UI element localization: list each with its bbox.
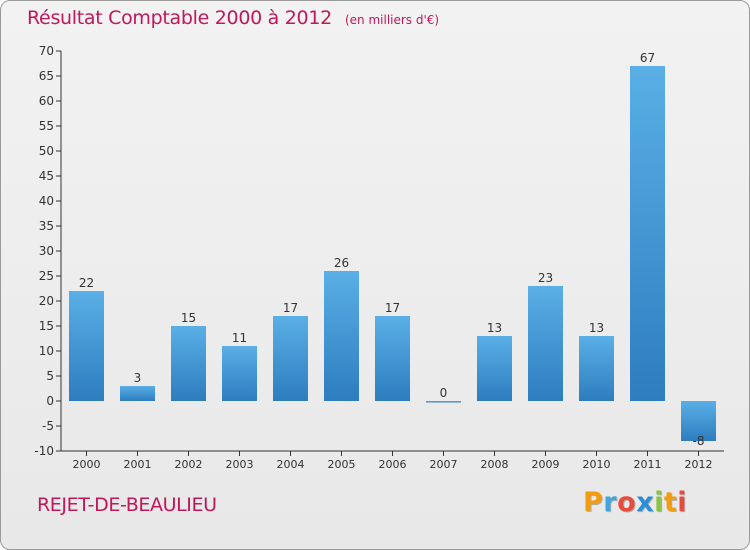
y-tick-label: 40 <box>39 194 54 208</box>
chart-title: Résultat Comptable 2000 à 2012 <box>27 7 332 29</box>
y-tick-label: 0 <box>46 394 54 408</box>
logo-letter: i <box>677 487 688 518</box>
data-label-2006: 17 <box>385 301 400 315</box>
bar-2008 <box>477 336 512 401</box>
logo-letter: t <box>663 487 678 518</box>
bar-2005 <box>324 271 359 401</box>
proxiti-logo: Proxiti <box>583 487 687 518</box>
chart-subtitle: (en milliers d'€) <box>344 13 440 27</box>
bar-2003 <box>222 346 257 401</box>
bar-2006 <box>375 316 410 401</box>
data-label-2011: 67 <box>640 51 655 65</box>
y-tick-label: 45 <box>39 169 54 183</box>
bar-2009 <box>528 286 563 401</box>
x-tick-label: 2002 <box>175 458 203 471</box>
y-tick-label: 10 <box>39 344 54 358</box>
x-tick-label: 2009 <box>532 458 560 471</box>
x-tick-label: 2001 <box>124 458 152 471</box>
logo-letter: o <box>617 487 637 518</box>
y-tick-label: 60 <box>39 94 54 108</box>
logo-letter: x <box>636 487 655 518</box>
bar-2004 <box>273 316 308 401</box>
bar-2000 <box>69 291 104 401</box>
x-tick-label: 2011 <box>634 458 662 471</box>
logo-letter: i <box>654 487 664 518</box>
bar-2007 <box>426 401 461 403</box>
y-tick-label: 15 <box>39 319 54 333</box>
place-name: REJET-DE-BEAULIEU <box>37 494 217 516</box>
chart-data-labels: 22 3 15 11 17 26 17 0 13 23 13 67 -8 <box>79 51 705 448</box>
data-label-2012: -8 <box>693 434 705 448</box>
y-tick-label: 70 <box>39 44 54 58</box>
data-label-2009: 23 <box>538 271 553 285</box>
data-label-2000: 22 <box>79 276 94 290</box>
data-label-2007: 0 <box>440 386 448 400</box>
x-tick-label: 2004 <box>277 458 305 471</box>
x-tick-label: 2006 <box>379 458 407 471</box>
data-label-2003: 11 <box>232 331 247 345</box>
data-label-2008: 13 <box>487 321 502 335</box>
data-label-2005: 26 <box>334 256 349 270</box>
y-tick-label: 20 <box>39 294 54 308</box>
data-label-2004: 17 <box>283 301 298 315</box>
logo-letter: r <box>603 487 618 518</box>
x-tick-label: 2007 <box>430 458 458 471</box>
x-tick-label: 2010 <box>583 458 611 471</box>
bar-2010 <box>579 336 614 401</box>
data-label-2002: 15 <box>181 311 196 325</box>
bar-2002 <box>171 326 206 401</box>
y-tick-label: 5 <box>46 369 54 383</box>
x-tick-label: 2008 <box>481 458 509 471</box>
data-label-2010: 13 <box>589 321 604 335</box>
bar-2001 <box>120 386 155 401</box>
x-tick-label: 2000 <box>73 458 101 471</box>
chart-bars <box>69 66 716 441</box>
chart-header: Résultat Comptable 2000 à 2012 (en milli… <box>27 7 439 29</box>
x-tick-label: 2003 <box>226 458 254 471</box>
y-tick-label: 65 <box>39 69 54 83</box>
y-tick-label: 55 <box>39 119 54 133</box>
y-tick-label: -10 <box>34 444 54 458</box>
y-tick-label: -5 <box>42 419 54 433</box>
y-tick-label: 35 <box>39 219 54 233</box>
bar-2011 <box>630 66 665 401</box>
x-tick-label: 2005 <box>328 458 356 471</box>
y-tick-label: 50 <box>39 144 54 158</box>
data-label-2001: 3 <box>134 371 142 385</box>
y-tick-label: 30 <box>39 244 54 258</box>
y-tick-label: 25 <box>39 269 54 283</box>
bar-2012 <box>681 401 716 441</box>
x-tick-label: 2012 <box>685 458 713 471</box>
logo-letter: P <box>583 487 604 518</box>
